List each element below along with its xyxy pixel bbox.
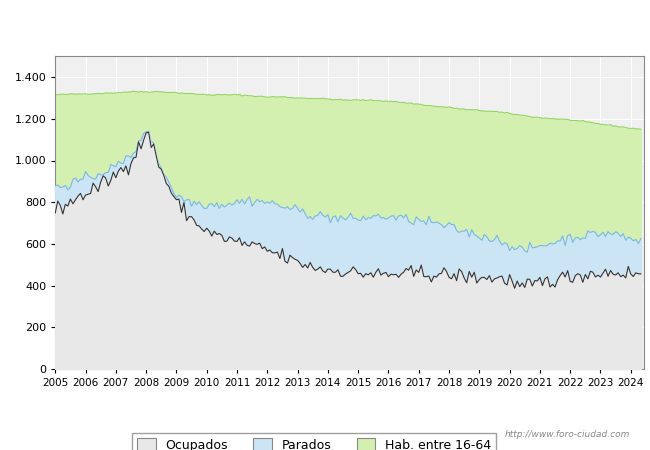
Text: El Burgo - Evolucion de la poblacion en edad de Trabajar Mayo de 2024: El Burgo - Evolucion de la poblacion en … [32, 16, 618, 31]
Legend: Ocupados, Parados, Hab. entre 16-64: Ocupados, Parados, Hab. entre 16-64 [132, 433, 497, 450]
Text: http://www.foro-ciudad.com: http://www.foro-ciudad.com [505, 430, 630, 439]
